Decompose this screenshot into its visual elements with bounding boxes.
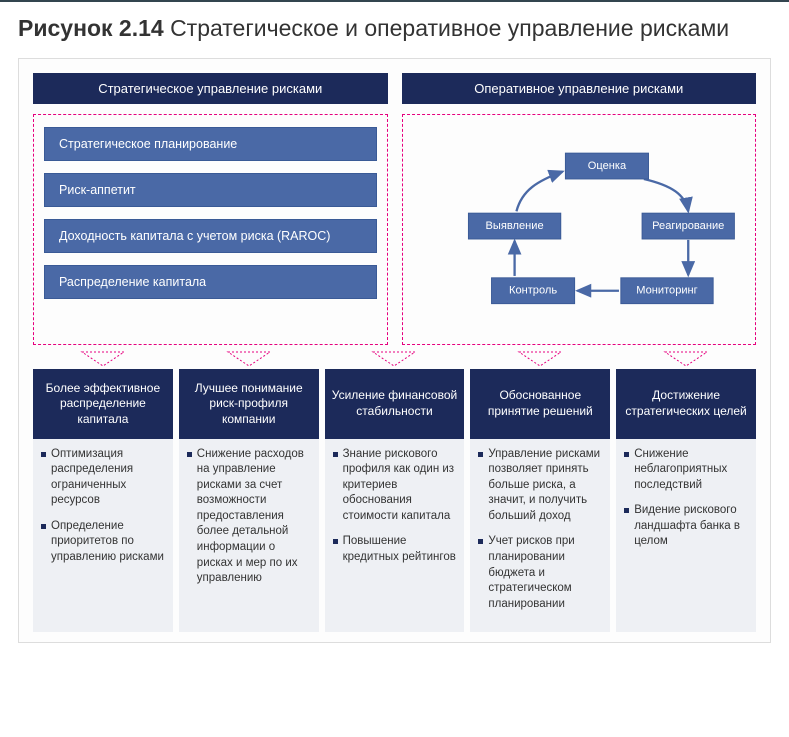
benefit-body: Оптимизация распределения ограниченных р…	[33, 439, 173, 632]
strategic-item: Распределение капитала	[44, 265, 377, 299]
operational-panel: Оценка Реагирование Мониторинг Контроль Выяв…	[402, 114, 757, 345]
benefit-bullet: Повышение кредитных рейтингов	[333, 534, 457, 565]
benefit-column: Более эффективное распределение капитала…	[33, 369, 173, 632]
benefit-column: Достижение стратегических целейСнижение …	[616, 369, 756, 632]
header-row: Стратегическое управление рисками Операт…	[33, 73, 756, 104]
benefit-bullet: Управление рисками позволяет принять бол…	[478, 447, 602, 525]
benefit-header: Более эффективное распределение капитала	[33, 369, 173, 439]
strategic-item: Стратегическое планирование	[44, 127, 377, 161]
benefit-column: Лучшее понимание риск-профиля компании Сн…	[179, 369, 319, 632]
figure-container: Рисунок 2.14 Стратегическое и оперативно…	[0, 0, 789, 661]
connector-triangle	[325, 351, 465, 367]
cycle-label-identify: Выявление	[485, 220, 543, 232]
benefits-columns: Более эффективное распределение капитала…	[33, 369, 756, 632]
strategic-item: Риск-аппетит	[44, 173, 377, 207]
benefit-body: Снижение неблагоприятных последствий Виде…	[616, 439, 756, 632]
strategic-header: Стратегическое управление рисками	[33, 73, 388, 104]
benefit-body: Управление рисками позволяет принять бол…	[470, 439, 610, 632]
connector-row	[33, 351, 756, 367]
cycle-arrow	[643, 179, 687, 211]
strategic-item: Доходность капитала с учетом риска (RARO…	[44, 219, 377, 253]
operational-header: Оперативное управление рисками	[402, 73, 757, 104]
benefit-header: Обоснованное принятие решений	[470, 369, 610, 439]
benefit-bullet: Видение рискового ландшафта банка в цело…	[624, 503, 748, 550]
strategic-panel: Стратегическое планирование Риск-аппетит…	[33, 114, 388, 345]
benefit-header: Усиление финансовой стабильности	[325, 369, 465, 439]
connector-triangle	[616, 351, 756, 367]
figure-title: Рисунок 2.14 Стратегическое и оперативно…	[18, 14, 771, 44]
benefit-column: Обоснованное принятие решений Управление …	[470, 369, 610, 632]
benefit-body: Снижение расходов на управление рисками …	[179, 439, 319, 632]
cycle-label-control: Контроль	[509, 285, 557, 297]
benefit-body: Знание рискового профиля как один из кри…	[325, 439, 465, 632]
figure-caption: Стратегическое и оперативное управление …	[170, 15, 729, 41]
connector-triangle	[33, 351, 173, 367]
connector-triangle	[179, 351, 319, 367]
benefit-bullet: Учет рисков при планировании бюджета и с…	[478, 534, 602, 612]
cycle-diagram: Оценка Реагирование Мониторинг Контроль Выяв…	[413, 127, 746, 327]
benefit-bullet: Оптимизация распределения ограниченных р…	[41, 447, 165, 509]
benefit-header: Достижение стратегических целей	[616, 369, 756, 439]
cycle-label-respond: Реагирование	[652, 220, 724, 232]
diagram-area: Стратегическое управление рисками Операт…	[18, 58, 771, 643]
cycle-arrow	[516, 171, 562, 211]
figure-label: Рисунок 2.14	[18, 15, 164, 41]
benefit-header: Лучшее понимание риск-профиля компании	[179, 369, 319, 439]
cycle-label-monitor: Мониторинг	[636, 285, 697, 297]
benefit-bullet: Знание рискового профиля как один из кри…	[333, 447, 457, 525]
benefit-bullet: Определение приоритетов по управлению ри…	[41, 519, 165, 566]
strategic-list: Стратегическое планирование Риск-аппетит…	[44, 127, 377, 299]
benefit-bullet: Снижение неблагоприятных последствий	[624, 447, 748, 494]
benefit-bullet: Снижение расходов на управление рисками …	[187, 447, 311, 587]
benefit-column: Усиление финансовой стабильности Знание р…	[325, 369, 465, 632]
connector-triangle	[470, 351, 610, 367]
cycle-label-assess: Оценка	[587, 160, 626, 172]
panels-row: Стратегическое планирование Риск-аппетит…	[33, 114, 756, 345]
